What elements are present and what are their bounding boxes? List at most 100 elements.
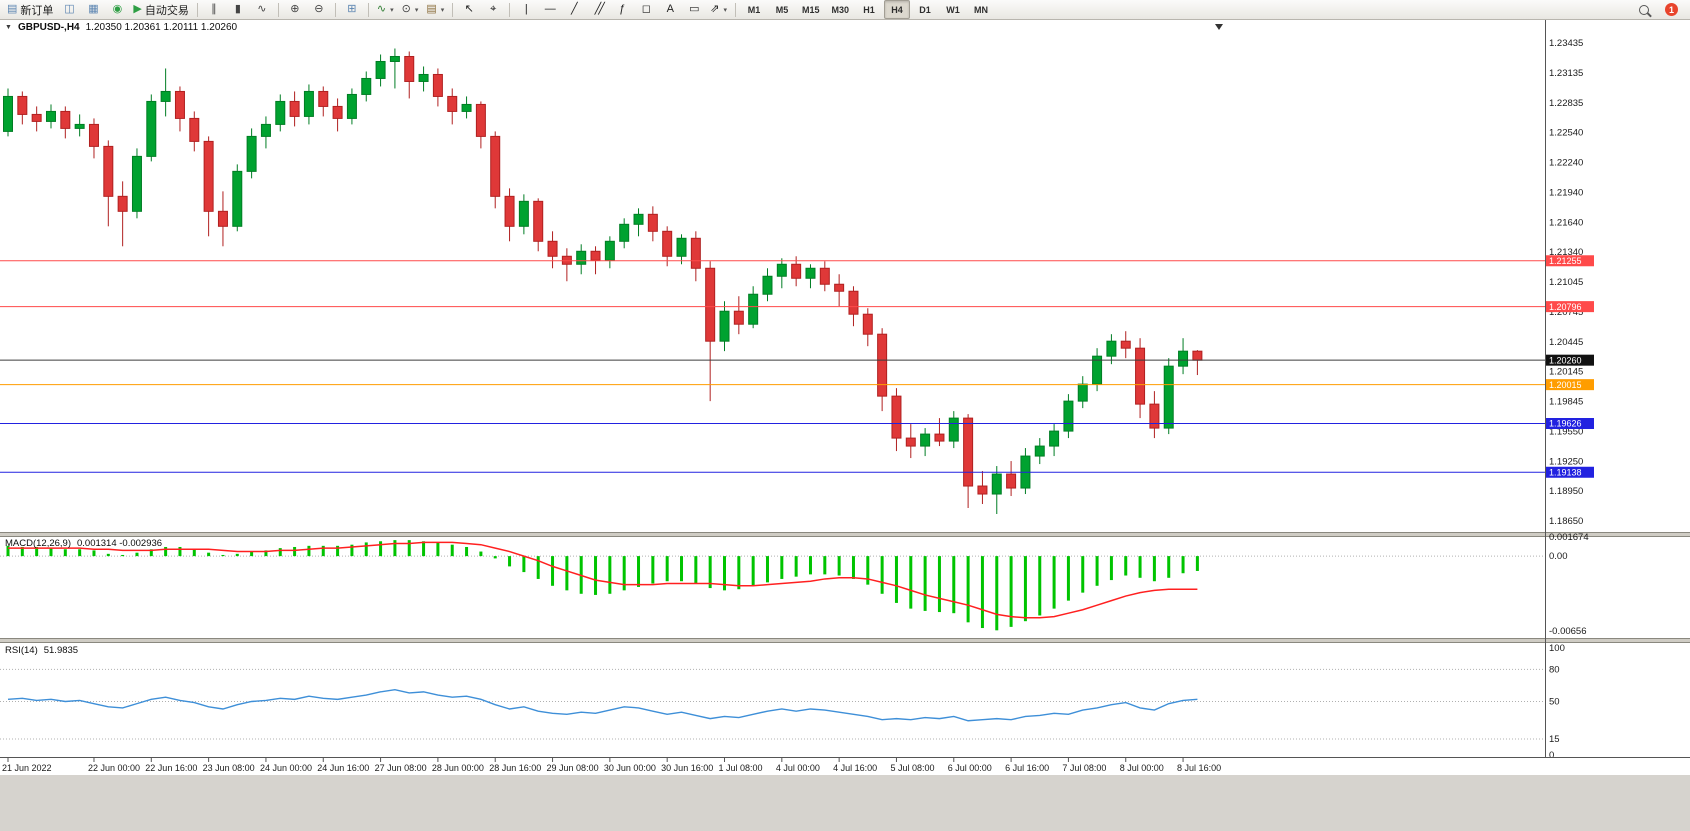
panel-separator[interactable] bbox=[0, 638, 1690, 643]
text-button[interactable]: A bbox=[659, 0, 681, 19]
timeframe-m30-button[interactable]: M30 bbox=[831, 4, 850, 15]
bars-chart-button[interactable]: ∥ bbox=[203, 0, 225, 19]
chart-shift-marker-icon[interactable] bbox=[1215, 24, 1223, 30]
tile-windows-icon: ⊞ bbox=[347, 3, 357, 15]
svg-text:7 Jul 08:00: 7 Jul 08:00 bbox=[1062, 763, 1106, 773]
crosshair-button[interactable]: ⌖ bbox=[482, 0, 504, 19]
tile-windows-button[interactable]: ⊞ bbox=[341, 0, 363, 19]
svg-text:1 Jul 08:00: 1 Jul 08:00 bbox=[719, 763, 763, 773]
svg-text:8 Jul 16:00: 8 Jul 16:00 bbox=[1177, 763, 1221, 773]
shapes-icon: ◻ bbox=[641, 3, 651, 15]
new-order-button[interactable]: ▤ 新订单 bbox=[4, 0, 56, 19]
community-icon: ◉ bbox=[112, 3, 123, 15]
svg-text:8 Jul 00:00: 8 Jul 00:00 bbox=[1120, 763, 1164, 773]
svg-text:24 Jun 00:00: 24 Jun 00:00 bbox=[260, 763, 312, 773]
timeframe-m1-button[interactable]: M1 bbox=[747, 4, 761, 15]
svg-text:6 Jul 16:00: 6 Jul 16:00 bbox=[1005, 763, 1049, 773]
arrows-button[interactable]: ⇗ ▾ bbox=[707, 0, 730, 19]
toolbar: ▤ 新订单 ◫ ▦ ◉ ▶ 自动交易 ∥ ▮ ∿ ⊕ ⊖ ⊞ ∿ ▾ ⊙ ▾ ▤ ▾ ↖ ⌖ | — ╱ ╱╱ ƒ ◻ A ▭ ⇗ ▾ M1 M… bbox=[0, 0, 1690, 20]
search-icon bbox=[1639, 4, 1649, 15]
svg-text:1.21045: 1.21045 bbox=[1549, 277, 1583, 288]
svg-text:21 Jun 2022: 21 Jun 2022 bbox=[2, 763, 52, 773]
chevron-down-icon: ▾ bbox=[440, 6, 445, 14]
zoom-out-icon: ⊖ bbox=[314, 3, 324, 15]
price-tag-1.20796 bbox=[1546, 301, 1594, 313]
svg-text:1.18950: 1.18950 bbox=[1549, 486, 1583, 497]
timeframe-m5-button[interactable]: M5 bbox=[775, 4, 789, 15]
indicators-button[interactable]: ∿ ▾ bbox=[374, 0, 397, 19]
toolbar-separator bbox=[735, 2, 736, 17]
trendline-button[interactable]: ╱ bbox=[563, 0, 585, 19]
toolbar-separator bbox=[334, 2, 336, 17]
market-watch-icon: ▦ bbox=[88, 3, 99, 15]
search-button[interactable] bbox=[1633, 0, 1655, 19]
svg-text:0.00: 0.00 bbox=[1549, 551, 1568, 562]
horizontal-line-icon: — bbox=[544, 3, 556, 15]
svg-text:1.19250: 1.19250 bbox=[1549, 456, 1583, 467]
candlestick-chart-button[interactable]: ▮ bbox=[227, 0, 249, 19]
templates-icon: ▤ bbox=[426, 3, 437, 15]
cursor-button[interactable]: ↖ bbox=[458, 0, 480, 19]
rsi-panel: 100 80 50 15 0 bbox=[0, 643, 1565, 761]
arrows-icon: ⇗ bbox=[710, 3, 720, 15]
timeframe-h4-button[interactable]: H4 bbox=[884, 0, 911, 19]
vertical-line-button[interactable]: | bbox=[515, 0, 537, 19]
community-button[interactable]: ◉ bbox=[106, 0, 128, 19]
price-tag-1.19626 bbox=[1546, 418, 1594, 430]
timeframe-d1-button[interactable]: D1 bbox=[919, 4, 931, 15]
svg-text:1.20260: 1.20260 bbox=[1549, 355, 1582, 365]
toolbar-separator bbox=[452, 2, 454, 17]
svg-text:30 Jun 16:00: 30 Jun 16:00 bbox=[661, 763, 713, 773]
chevron-down-icon: ▾ bbox=[723, 6, 727, 14]
svg-text:1.19138: 1.19138 bbox=[1549, 467, 1582, 477]
timeframe-w1-button[interactable]: W1 bbox=[946, 4, 960, 15]
svg-text:-0.00656: -0.00656 bbox=[1549, 626, 1587, 637]
svg-text:1.20796: 1.20796 bbox=[1549, 302, 1582, 312]
macd-signal-line bbox=[8, 541, 1198, 619]
zoom-out-button[interactable]: ⊖ bbox=[308, 0, 330, 19]
autotrading-button[interactable]: ▶ 自动交易 bbox=[130, 0, 191, 19]
horizontal-line-button[interactable]: — bbox=[539, 0, 561, 19]
svg-text:5 Jul 08:00: 5 Jul 08:00 bbox=[890, 763, 934, 773]
svg-text:1.20145: 1.20145 bbox=[1549, 367, 1583, 378]
line-chart-icon: ∿ bbox=[257, 3, 267, 15]
chart-window-button[interactable]: ◫ bbox=[58, 0, 80, 19]
timeframe-mn-button[interactable]: MN bbox=[974, 4, 989, 15]
chart-canvas[interactable]: 1.23435 1.23135 1.22835 1.22540 1.22240 1.219… bbox=[0, 20, 1690, 775]
market-watch-button[interactable]: ▦ bbox=[82, 0, 104, 19]
svg-text:1.20745: 1.20745 bbox=[1549, 307, 1583, 318]
zoom-in-button[interactable]: ⊕ bbox=[284, 0, 306, 19]
svg-text:1.20015: 1.20015 bbox=[1549, 380, 1582, 390]
templates-button[interactable]: ▤ ▾ bbox=[423, 0, 447, 19]
panel-separator[interactable] bbox=[0, 532, 1690, 537]
svg-text:22 Jun 16:00: 22 Jun 16:00 bbox=[145, 763, 197, 773]
timeframe-m15-button[interactable]: M15 bbox=[802, 4, 820, 15]
svg-text:22 Jun 00:00: 22 Jun 00:00 bbox=[88, 763, 140, 773]
time-axis[interactable]: 21 Jun 2022 22 Jun 00:00 22 Jun 16:00 23 Ju… bbox=[2, 758, 1221, 773]
chart-plot-area[interactable] bbox=[0, 20, 1545, 532]
svg-text:0: 0 bbox=[1549, 750, 1554, 761]
svg-text:4 Jul 16:00: 4 Jul 16:00 bbox=[833, 763, 877, 773]
autotrading-icon: ▶ bbox=[133, 3, 142, 15]
toolbar-separator bbox=[509, 2, 511, 17]
toolbar-right: 1 bbox=[1633, 0, 1686, 19]
price-tag-1.20260 bbox=[1546, 354, 1594, 366]
notifications-badge[interactable]: 1 bbox=[1665, 3, 1678, 16]
svg-text:1.21340: 1.21340 bbox=[1549, 247, 1583, 258]
chevron-down-icon: ▾ bbox=[390, 6, 394, 14]
toolbar-separator bbox=[367, 2, 369, 17]
trendline-icon: ╱ bbox=[570, 3, 578, 15]
label-button[interactable]: ▭ bbox=[683, 0, 705, 19]
svg-text:4 Jul 00:00: 4 Jul 00:00 bbox=[776, 763, 820, 773]
periods-button[interactable]: ⊙ ▾ bbox=[399, 0, 422, 19]
svg-text:1.20445: 1.20445 bbox=[1549, 337, 1583, 348]
shapes-button[interactable]: ◻ bbox=[635, 0, 657, 19]
price-axis-labels: 1.23435 1.23135 1.22835 1.22540 1.22240 1.219… bbox=[1549, 38, 1583, 527]
timeframe-h1-button[interactable]: H1 bbox=[863, 4, 875, 15]
new-order-button-label: 新订单 bbox=[20, 4, 54, 17]
fibonacci-button[interactable]: ƒ bbox=[611, 0, 633, 19]
toolbar-separator bbox=[277, 2, 279, 17]
svg-text:23 Jun 08:00: 23 Jun 08:00 bbox=[203, 763, 255, 773]
line-chart-button[interactable]: ∿ bbox=[251, 0, 273, 19]
channel-button[interactable]: ╱╱ bbox=[587, 0, 609, 19]
